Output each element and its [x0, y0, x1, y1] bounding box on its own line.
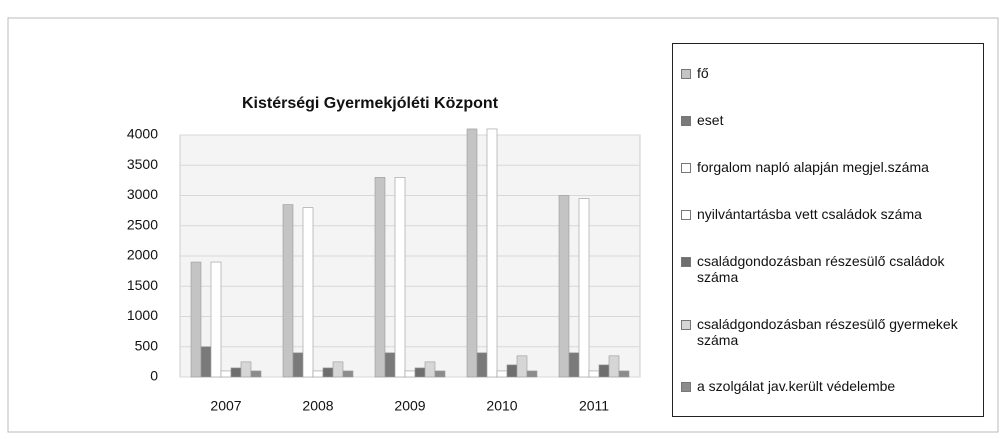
y-tick-label: 4000 [127, 126, 158, 142]
legend-swatch [681, 69, 691, 80]
bar [434, 370, 446, 378]
legend-swatch [681, 382, 691, 393]
legend-item: eset [681, 112, 975, 128]
legend-label: fő [697, 65, 709, 82]
y-tick-label: 0 [150, 368, 158, 384]
chart-frame [7, 17, 999, 433]
legend-label: a szolgálat jav.került védelembe [697, 378, 896, 395]
legend-swatch [681, 256, 691, 267]
bar [424, 361, 436, 378]
y-tick-label: 2000 [127, 247, 158, 263]
legend-item: családgondozásban részesülő gyermekek sz… [681, 316, 975, 348]
y-tick-label: 1500 [127, 277, 158, 293]
bar [250, 370, 262, 378]
y-tick-label: 3500 [127, 156, 158, 172]
legend-label: családgondozásban részesülő családok szá… [697, 252, 945, 285]
bar [190, 261, 202, 378]
bar [384, 352, 396, 378]
bar [476, 352, 488, 378]
bar [200, 346, 212, 378]
x-tick-label: 2009 [394, 398, 425, 414]
bar [608, 355, 620, 378]
bar [404, 370, 416, 378]
legend-label: eset [697, 112, 724, 129]
bar [598, 364, 610, 378]
y-tick-label: 500 [135, 337, 159, 353]
bar [394, 177, 406, 378]
bar [486, 128, 498, 378]
bar [414, 367, 426, 378]
legend-item: fő [681, 65, 975, 81]
legend-label: nyilvántartásba vett családok száma [697, 205, 922, 222]
bar [230, 367, 242, 378]
bar [526, 370, 538, 378]
x-tick-label: 2007 [210, 398, 241, 414]
legend-swatch [681, 163, 691, 174]
y-tick-label: 2500 [127, 216, 158, 232]
x-tick-label: 2010 [486, 398, 517, 414]
bar [558, 195, 570, 378]
bar [516, 355, 528, 378]
legend-item: családgondozásban részesülő családok szá… [681, 253, 975, 285]
legend-swatch [681, 209, 691, 220]
bar [332, 361, 344, 378]
bar [210, 261, 222, 378]
legend-item: a szolgálat jav.került védelembe [681, 378, 975, 394]
x-tick-label: 2011 [579, 398, 609, 414]
bar [496, 370, 508, 378]
bar [374, 177, 386, 378]
legend-label: családgondozásban részesülő gyermekek sz… [697, 315, 958, 348]
legend-item: nyilvántartásba vett családok száma [681, 206, 975, 222]
legend-swatch [681, 116, 691, 127]
bar [588, 370, 600, 378]
bar [220, 370, 232, 378]
bar [282, 204, 294, 378]
bar [578, 198, 590, 378]
legend: fő eset forgalom napló alapján megjel.szám… [672, 43, 984, 417]
bar [466, 128, 478, 378]
bar [618, 370, 630, 378]
y-tick-label: 3000 [127, 186, 158, 202]
legend-item: forgalom napló alapján megjel.száma [681, 159, 975, 175]
bar [302, 207, 314, 378]
bar [292, 352, 304, 378]
bar [568, 352, 580, 378]
chart-title: Kistérségi Gyermekjóléti Központ [242, 95, 499, 112]
legend-label: forgalom napló alapján megjel.száma [697, 159, 929, 176]
bar [240, 361, 252, 378]
y-tick-label: 1000 [127, 307, 158, 323]
x-tick-label: 2008 [302, 398, 333, 414]
bar [506, 364, 518, 378]
legend-swatch [681, 319, 691, 330]
bar [312, 370, 324, 378]
bar [342, 370, 354, 378]
bar [322, 367, 334, 378]
